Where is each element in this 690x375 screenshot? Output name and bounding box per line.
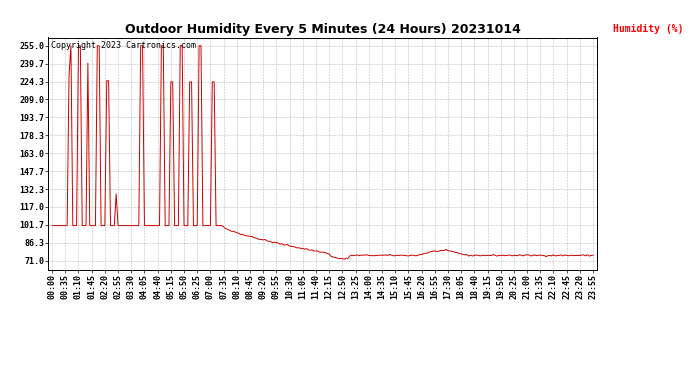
Title: Outdoor Humidity Every 5 Minutes (24 Hours) 20231014: Outdoor Humidity Every 5 Minutes (24 Hou…: [125, 23, 520, 36]
Text: Humidity (%): Humidity (%): [613, 24, 683, 34]
Text: Copyright 2023 Cartronics.com: Copyright 2023 Cartronics.com: [51, 41, 196, 50]
